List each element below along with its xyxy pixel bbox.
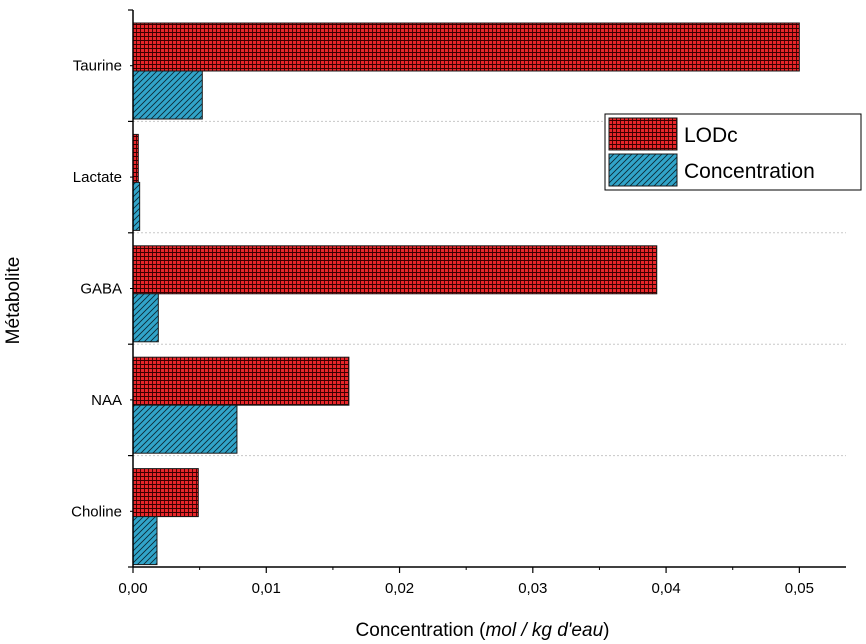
axes [128,9,846,573]
x-axis-title-prefix: Concentration ( [356,620,487,641]
x-tick-label: 0,02 [385,580,414,597]
legend-label-lodc: LODc [684,124,738,147]
x-tick-label: 0,03 [518,580,547,597]
bar-lodc-taurine [132,22,800,72]
x-axis-title: Concentration (mol / kg d'eau) [356,620,610,641]
y-tick-label: Lactate [73,169,122,186]
bar-concentration-gaba [132,293,159,343]
legend-swatch-concentration [608,153,678,187]
y-tick-label: NAA [91,392,122,409]
bars [132,22,800,566]
x-axis-title-units: mol / kg d'eau [485,620,603,641]
x-tick-label: 0,00 [118,580,147,597]
bar-lodc-choline [132,468,199,518]
axis-labels: Choline NAA GABA Lactate Taurine 0,00 0,01 0,02… [3,58,814,641]
legend: LODc Concentration [604,113,862,191]
legend-swatch-lodc [608,117,678,151]
x-tick-label: 0,01 [252,580,281,597]
bar-lodc-lactate [132,133,139,183]
bar-lodc-naa [132,356,350,406]
x-tick-label: 0,05 [785,580,814,597]
y-tick-label: Choline [71,503,122,520]
bar-concentration-naa [132,404,238,454]
bar-concentration-lactate [132,181,141,231]
y-tick-label: GABA [80,281,122,298]
bar-concentration-choline [132,516,158,566]
x-tick-label: 0,04 [651,580,680,597]
grid-lines [133,120,846,457]
y-tick-label: Taurine [73,58,122,75]
x-axis-title-suffix: ) [603,620,609,641]
bar-concentration-taurine [132,70,203,120]
y-axis-title: Métabolite [3,257,24,345]
bar-lodc-gaba [132,245,658,295]
legend-label-concentration: Concentration [684,160,815,183]
